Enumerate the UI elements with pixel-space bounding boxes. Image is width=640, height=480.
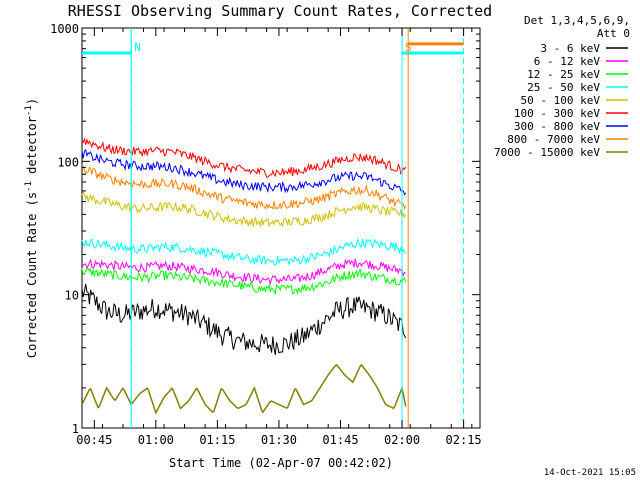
series-line-50-100keV — [81, 190, 407, 228]
y-axis-label: Corrected Count Rate (s-1 detector-1) — [24, 98, 39, 358]
legend-label: 50 - 100 keV — [521, 94, 601, 107]
legend-label: 800 - 7000 keV — [507, 133, 600, 146]
y-tick-label: 100 — [57, 155, 79, 169]
annotation-label: N — [134, 41, 141, 54]
legend-label: 7000 - 15000 keV — [494, 146, 600, 159]
legend-label: 100 - 300 keV — [514, 107, 600, 120]
series-line-3-6keV — [81, 283, 407, 356]
y-tick-label: 1 — [72, 422, 79, 436]
legend-label: 3 - 6 keV — [540, 42, 600, 55]
series-line-7000-15000keV — [81, 363, 407, 415]
x-tick-label: 01:45 — [322, 433, 358, 447]
legend-header-line-2: Att 0 — [597, 27, 630, 40]
x-tick-label: 01:00 — [138, 433, 174, 447]
x-tick-label: 02:00 — [384, 433, 420, 447]
chart-title: RHESSI Observing Summary Count Rates, Co… — [68, 2, 492, 20]
x-tick-label: 01:15 — [199, 433, 235, 447]
x-tick-label: 00:45 — [76, 433, 112, 447]
legend-label: 300 - 800 keV — [514, 120, 600, 133]
series-line-6-12keV — [81, 258, 406, 286]
plot-frame — [81, 27, 481, 429]
legend-label: 12 - 25 keV — [527, 68, 600, 81]
legend-label: 25 - 50 keV — [527, 81, 600, 94]
svg-text:Corrected Count Rate (s-1 dete: Corrected Count Rate (s-1 detector-1) — [24, 98, 39, 358]
series-line-300-800keV — [81, 148, 407, 196]
x-tick-label: 01:30 — [261, 433, 297, 447]
footer-timestamp: 14-Oct-2021 15:05 — [544, 468, 636, 478]
series-line-800-7000keV — [81, 164, 407, 211]
x-tick-label: 02:15 — [446, 433, 482, 447]
legend-header-line-1: Det 1,3,4,5,6,9, — [524, 14, 630, 27]
x-axis-label: Start Time (02-Apr-07 00:42:02) — [169, 456, 393, 470]
legend-label: 6 - 12 keV — [534, 55, 601, 68]
series-line-12-25keV — [81, 267, 407, 296]
series-line-25-50keV — [81, 237, 406, 266]
y-tick-label: 10 — [65, 289, 79, 303]
series-line-100-300keV — [81, 137, 407, 178]
y-tick-label: 1000 — [50, 22, 79, 36]
